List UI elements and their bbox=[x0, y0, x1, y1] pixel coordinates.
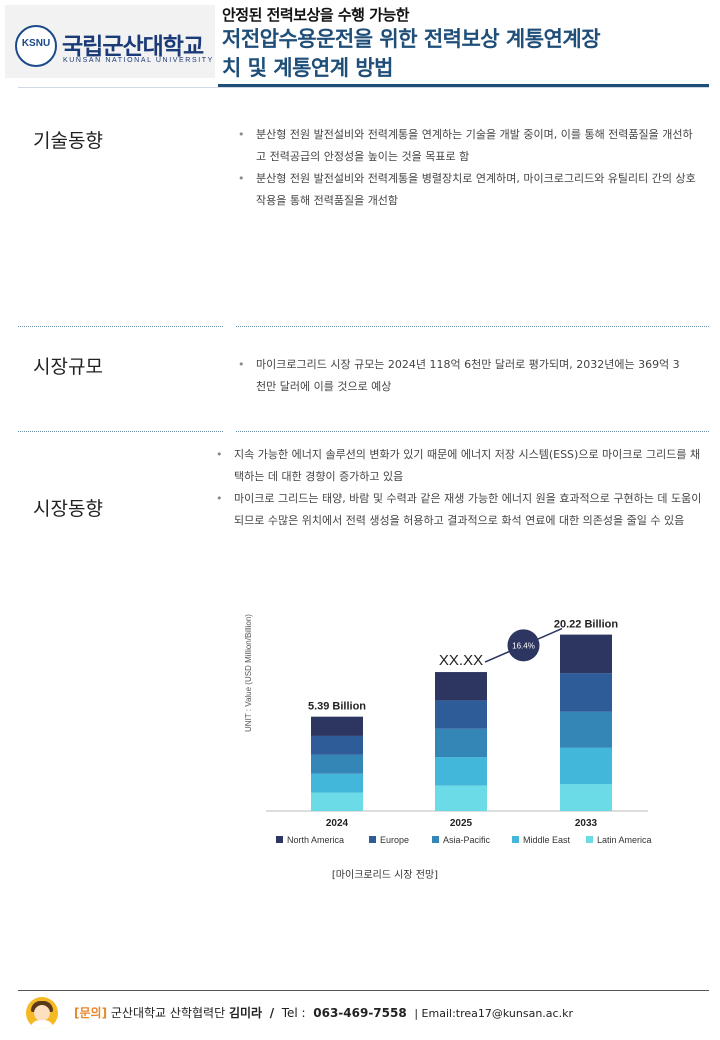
bar-segment-2025-latin-america bbox=[435, 785, 487, 811]
bar-total-label-2033: 20.22 Billion bbox=[554, 619, 618, 631]
document-subtitle: 안정된 전력보상을 수행 가능한 bbox=[222, 6, 410, 24]
bar-segment-2033-asia-pacific bbox=[560, 711, 612, 748]
market-size-bullet-list: 마이크로그리드 시장 규모는 2024년 118억 6천만 달러로 평가되며, … bbox=[234, 354, 682, 398]
legend-label-europe: Europe bbox=[380, 835, 409, 845]
legend-swatch-europe bbox=[369, 836, 376, 843]
divider-right-2 bbox=[236, 431, 709, 432]
contact-email[interactable]: | Email:trea17@kunsan.ac.kr bbox=[414, 1007, 573, 1020]
market-trend-bullet-list: 지속 가능한 에너지 솔루션의 변화가 있기 때문에 에너지 저장 시스템(ES… bbox=[212, 444, 702, 532]
x-tick-label-2024: 2024 bbox=[326, 818, 349, 829]
contact-org: 군산대학교 산학협력단 bbox=[110, 1006, 226, 1020]
market-size-bullet-1: 마이크로그리드 시장 규모는 2024년 118억 6천만 달러로 평가되며, … bbox=[234, 354, 682, 398]
chart-caption-wrap: [마이크로리드 시장 전망] bbox=[0, 866, 720, 881]
x-tick-label-2033: 2033 bbox=[575, 818, 598, 829]
bar-segment-2024-north-america bbox=[311, 716, 363, 736]
section-label-market-trend: 시장동향 bbox=[33, 498, 103, 520]
divider-left-1 bbox=[18, 326, 223, 327]
header-rule-thin bbox=[18, 87, 709, 88]
bar-segment-2033-latin-america bbox=[560, 784, 612, 811]
legend-swatch-asia-pacific bbox=[432, 836, 439, 843]
university-english-name: KUNSAN NATIONAL UNIVERSITY bbox=[63, 57, 214, 64]
bar-segment-2033-north-america bbox=[560, 634, 612, 674]
document-title: 저전압수용운전을 위한 전력보상 계통연계장 치 및 계통연계 방법 bbox=[222, 25, 712, 83]
contact-tel: 063-469-7558 bbox=[313, 1006, 407, 1020]
header-rule bbox=[218, 84, 709, 87]
section-label-market-size: 시장규모 bbox=[33, 356, 103, 378]
cagr-label: 16.4% bbox=[512, 641, 535, 650]
tech-bullet-list: 분산형 전원 발전설비와 전력계통을 연계하는 기술을 개발 중이며, 이를 통… bbox=[234, 124, 696, 212]
legend-label-middle-east: Middle East bbox=[523, 835, 571, 845]
divider-left-2 bbox=[18, 431, 223, 432]
university-name: 국립군산대학교 bbox=[62, 34, 204, 60]
market-trend-bullet-2: 마이크로 그리드는 태양, 바람 및 수력과 같은 재생 가능한 에너지 원을 … bbox=[212, 488, 702, 532]
x-tick-label-2025: 2025 bbox=[450, 818, 473, 829]
emblem-text: KSNU bbox=[21, 38, 51, 49]
university-emblem-icon: KSNU bbox=[15, 25, 57, 67]
tech-bullet-2: 분산형 전원 발전설비와 전력계통을 병렬장치로 연계하며, 마이크로그리드와 … bbox=[234, 168, 696, 212]
chart-caption: [마이크로리드 시장 전망] bbox=[331, 870, 439, 881]
university-logo: KSNU 국립군산대학교 KUNSAN NATIONAL UNIVERSITY bbox=[5, 5, 215, 78]
cagr-badge bbox=[507, 629, 540, 662]
bar-total-label-2024: 5.39 Billion bbox=[308, 701, 366, 713]
bar-segment-2024-asia-pacific bbox=[311, 754, 363, 774]
footer-contact: [문의] 군산대학교 산학협력단 김미라 / Tel : 063-469-755… bbox=[74, 1004, 573, 1021]
bar-segment-2024-middle-east bbox=[311, 773, 363, 793]
y-axis-label: UNIT : Value (USD Million/Billion) bbox=[244, 614, 253, 732]
legend-swatch-latin-america bbox=[586, 836, 593, 843]
legend-label-asia-pacific: Asia-Pacific bbox=[443, 835, 491, 845]
bar-total-label-2025: XX.XX bbox=[439, 652, 483, 669]
market-forecast-chart: UNIT : Value (USD Million/Billion) 5.39 B… bbox=[244, 614, 652, 845]
tech-bullet-1: 분산형 전원 발전설비와 전력계통을 연계하는 기술을 개발 중이며, 이를 통… bbox=[234, 124, 696, 168]
legend-label-latin-america: Latin America bbox=[597, 835, 652, 845]
bar-segment-2025-asia-pacific bbox=[435, 728, 487, 758]
bar-segment-2024-latin-america bbox=[311, 792, 363, 811]
bar-segment-2033-middle-east bbox=[560, 747, 612, 785]
section-label-tech: 기술동향 bbox=[33, 130, 103, 152]
contact-label: [문의] bbox=[74, 1006, 108, 1020]
bar-segment-2025-north-america bbox=[435, 672, 487, 701]
contact-slash: / bbox=[269, 1006, 275, 1020]
title-line-2: 치 및 계통연계 방법 bbox=[222, 56, 394, 80]
legend-swatch-north-america bbox=[276, 836, 283, 843]
bar-segment-2025-europe bbox=[435, 700, 487, 729]
tel-label: Tel : bbox=[281, 1006, 306, 1020]
market-trend-bullet-1: 지속 가능한 에너지 솔루션의 변화가 있기 때문에 에너지 저장 시스템(ES… bbox=[212, 444, 702, 488]
title-line-1: 저전압수용운전을 위한 전력보상 계통연계장 bbox=[222, 27, 601, 51]
footer-rule bbox=[18, 990, 709, 991]
legend-swatch-middle-east bbox=[512, 836, 519, 843]
divider-right-1 bbox=[236, 326, 709, 327]
legend-label-north-america: North America bbox=[287, 835, 344, 845]
bar-segment-2033-europe bbox=[560, 673, 612, 712]
bar-segment-2025-middle-east bbox=[435, 757, 487, 786]
contact-person: 김미라 bbox=[228, 1006, 263, 1020]
contact-person-avatar-icon bbox=[26, 997, 58, 1029]
bar-segment-2024-europe bbox=[311, 735, 363, 755]
